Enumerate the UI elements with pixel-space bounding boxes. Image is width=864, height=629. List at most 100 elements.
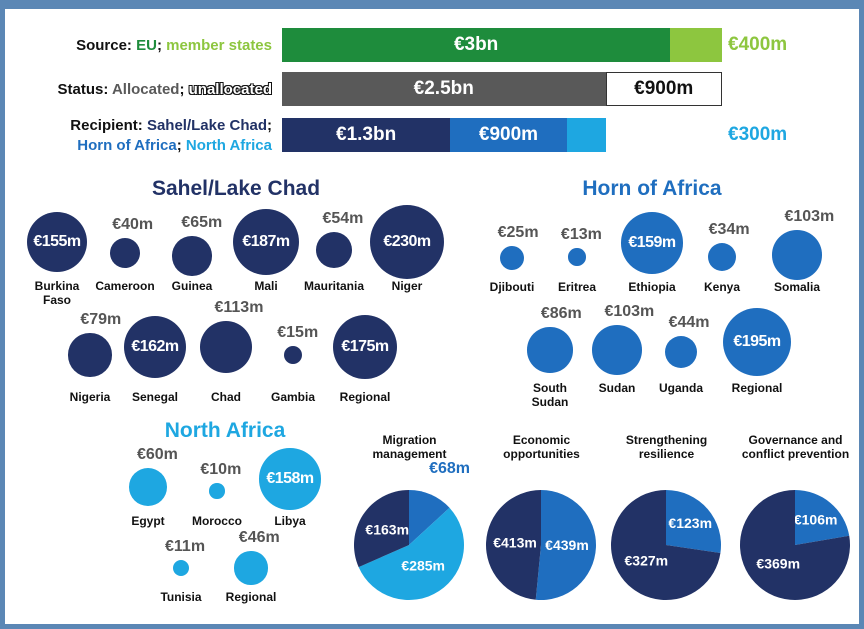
country-name: Somalia [773,280,821,294]
pie-slice [535,490,596,600]
country-name: Mali [254,279,278,293]
slice-label: €123m [668,515,712,531]
bubble [772,230,822,280]
bubble [527,327,573,373]
bar-label: Recipient: Sahel/Lake Chad; Horn of Afric… [70,116,272,156]
country-name: South Sudan [531,381,569,409]
country-name: Regional [225,590,277,604]
bubble: €162m [123,315,187,379]
label-part: Sahel/Lake Chad [146,117,267,134]
slice-label: €369m [756,556,800,572]
pie-slice [740,489,850,600]
country-name: Tunisia [160,590,202,604]
pie-title: Economic opportunities [503,433,580,461]
value-label: €34m [708,220,750,238]
segment-label: €3bn [453,34,499,55]
bubble [707,242,737,272]
region-title: Horn of Africa [582,177,722,200]
bar-segment [566,118,606,152]
label-part: Horn of Africa [77,137,177,154]
label-part: North Africa [185,137,272,154]
label-line: Recipient: Sahel/Lake Chad; [70,116,272,136]
value-label: €15m [277,323,319,341]
label-part: member states [166,37,272,54]
bubble [68,333,112,377]
bubble [129,468,167,506]
bubble: €158m [259,448,321,510]
region-title: North Africa [164,419,286,442]
pie-slice [409,490,450,545]
bubble [109,237,141,269]
value-label: €54m [322,210,364,228]
label-part: Status: [57,81,112,98]
slice-label: €163m [365,521,409,537]
segment-label: €1.3bn [336,124,397,145]
slice-label: €285m [401,557,445,573]
country-name: Niger [391,279,423,293]
bubble: €187m [232,208,300,276]
bubble: €195m [722,307,792,377]
value-label: €103m [784,208,835,226]
bar-segment [670,28,722,62]
country-name: Morocco [191,514,242,528]
value-label: €79m [80,311,122,329]
country-name: Guinea [171,279,213,293]
segment-label: €900m [478,124,539,145]
label-part: Source: [76,37,137,54]
label-part: Recipient: [70,117,147,134]
country-name: Chad [211,390,241,404]
label-part: unallocated [188,81,272,98]
country-name: Cameroon [95,279,155,293]
pie-slice [666,490,721,554]
segment-label: €400m [728,34,788,55]
pie-title: Strengthening resilience [625,433,708,461]
bubble [664,335,698,369]
slice-label: €439m [545,537,589,553]
bubble: €230m [370,205,444,279]
pie-slice [795,490,850,545]
slice-label: €413m [493,534,537,550]
bar-segment [450,118,567,152]
value-label: €10m [200,461,242,479]
label-part: ; [176,137,186,154]
segment-label: €900m [634,78,694,99]
slice-label: €327m [625,553,669,569]
value-label: €25m [497,223,539,241]
bubble [499,245,525,271]
bar-segment [282,72,606,106]
pie-title: Governance and conflict prevention [741,433,850,461]
label-part: Allocated [111,81,180,98]
label-part: ; [267,117,272,134]
value-label: €113m [214,299,264,317]
value-label: €11m [165,537,206,555]
label-part: ; [179,81,189,98]
value-label: €44m [668,313,710,331]
pie-slice [485,490,541,600]
country-name: Sudan [598,381,636,395]
value-label: €60m [136,446,178,464]
bubble [172,236,212,276]
bubble: €159m [621,212,683,274]
value-label: €65m [181,214,223,232]
country-name: Djibouti [489,280,535,294]
value-label: €46m [238,529,280,547]
value-label: €13m [560,226,602,244]
bar-label: Source: EU; member states [76,36,272,56]
pie-layer: €68m €285m €163m €439m €413m €123m €327m €106m €… [354,460,850,601]
label-part: ; [156,37,167,54]
country-name: Regional [339,390,391,404]
pie-slice [354,489,409,568]
slice-label: €68m [429,460,470,477]
country-name: Gambia [270,390,315,404]
country-name: Nigeria [69,390,111,404]
bubble [209,483,225,499]
bar-label: Status: Allocated; unallocated [58,80,273,100]
segment-label: €2.5bn [413,78,474,99]
bubble: €175m [332,314,398,380]
country-name: Regional [731,381,783,395]
country-name: Egypt [131,514,165,528]
label-line: Source: EU; member states [76,36,272,56]
pie-slice [358,507,465,601]
bar-segment [282,118,451,152]
